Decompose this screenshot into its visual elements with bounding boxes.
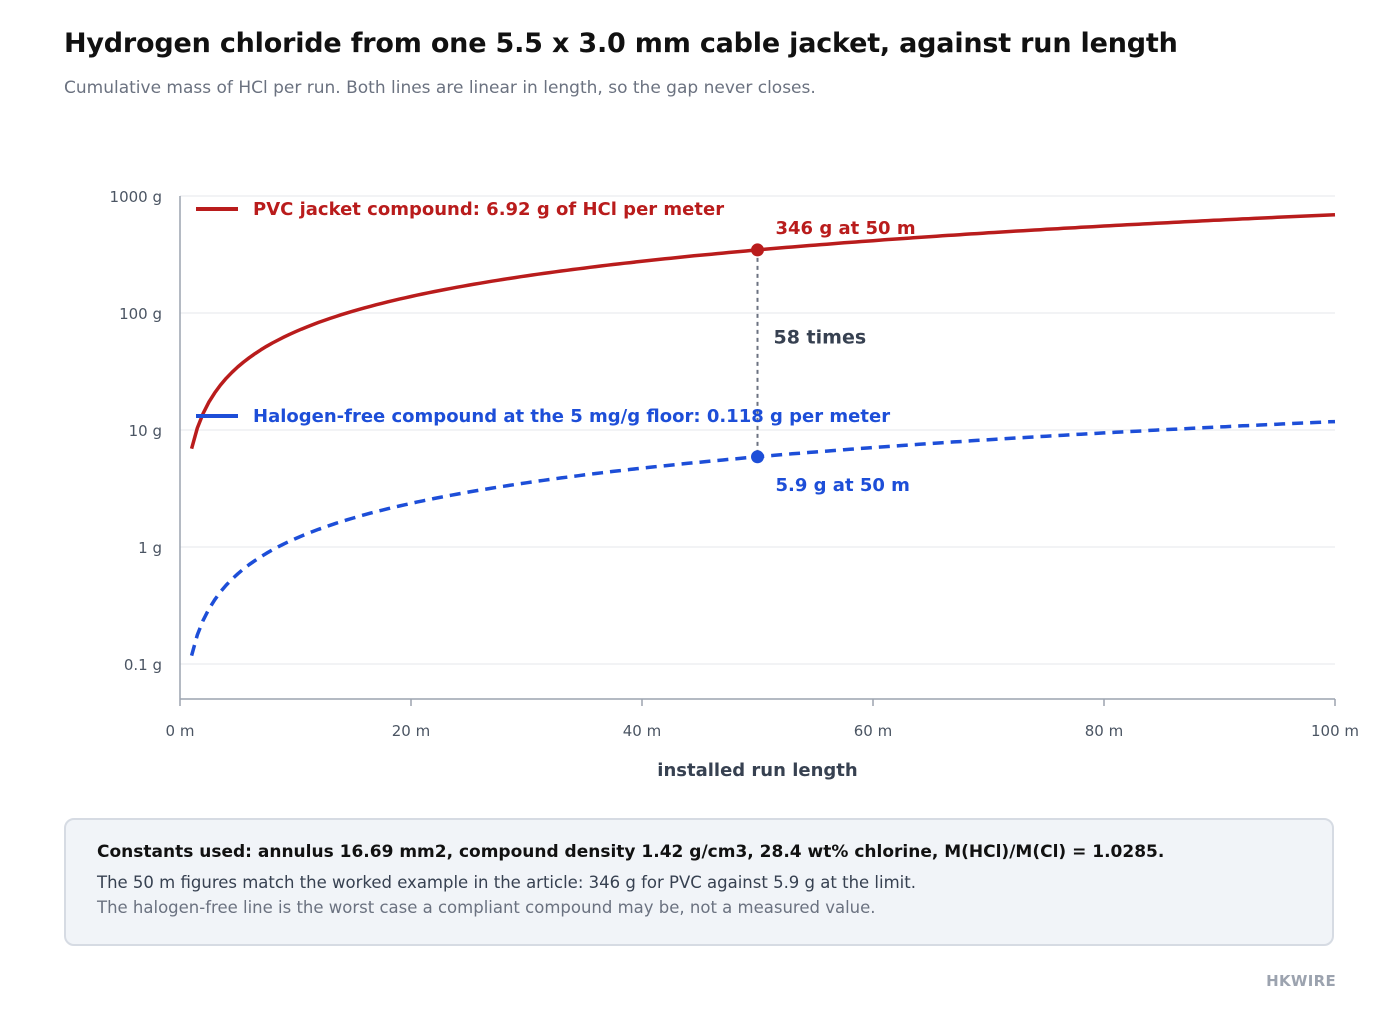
legend-label-pvc: PVC jacket compound: 6.92 g of HCl per m…	[253, 199, 724, 220]
halogen-free-50m-label: 5.9 g at 50 m	[776, 475, 910, 496]
y-tick-label: 1000 g	[110, 188, 162, 206]
x-tick-label: 100 m	[1311, 722, 1359, 740]
y-tick-label: 0.1 g	[124, 656, 162, 674]
worst-case-note: The halogen-free line is the worst case …	[97, 898, 876, 917]
x-tick-label: 40 m	[623, 722, 661, 740]
brand-logo-text: HKWIRE	[1266, 972, 1336, 990]
axes: 0.1 g 1 g 10 g 100 g 1000 g 0 m 20 m 40 m 60 m 80…	[110, 188, 1359, 781]
constants-used-text: Constants used: annulus 16.69 mm2, compo…	[97, 842, 1165, 862]
constants-note-box: Constants used: annulus 16.69 mm2, compo…	[64, 818, 1334, 946]
y-tick-label: 10 g	[129, 422, 162, 440]
annotations: 346 g at 50 m 5.9 g at 50 m 58 times	[751, 218, 916, 496]
ratio-label: 58 times	[774, 326, 867, 348]
worked-example-note: The 50 m figures match the worked exampl…	[97, 873, 916, 892]
x-tick-label: 80 m	[1085, 722, 1123, 740]
y-tick-label: 100 g	[119, 305, 162, 323]
hcl-line-chart: 0.1 g 1 g 10 g 100 g 1000 g 0 m 20 m 40 m 60 m 80…	[110, 188, 1359, 781]
legend: PVC jacket compound: 6.92 g of HCl per m…	[196, 199, 890, 427]
grid-lines	[180, 195, 1335, 665]
halogen-free-50m-point	[751, 450, 764, 464]
y-tick-label: 1 g	[138, 539, 162, 557]
pvc-50m-point	[751, 243, 764, 257]
pvc-50m-label: 346 g at 50 m	[776, 218, 916, 239]
chart-subtitle: Cumulative mass of HCl per run. Both lin…	[64, 78, 816, 98]
series-lines	[189, 212, 1336, 657]
x-tick-label: 60 m	[854, 722, 892, 740]
x-tick-label: 20 m	[392, 722, 430, 740]
chart-title: Hydrogen chloride from one 5.5 x 3.0 mm …	[64, 28, 1178, 59]
legend-label-halogen-free: Halogen-free compound at the 5 mg/g floo…	[253, 406, 890, 427]
x-tick-label: 0 m	[166, 722, 195, 740]
x-axis-label: installed run length	[657, 760, 857, 781]
